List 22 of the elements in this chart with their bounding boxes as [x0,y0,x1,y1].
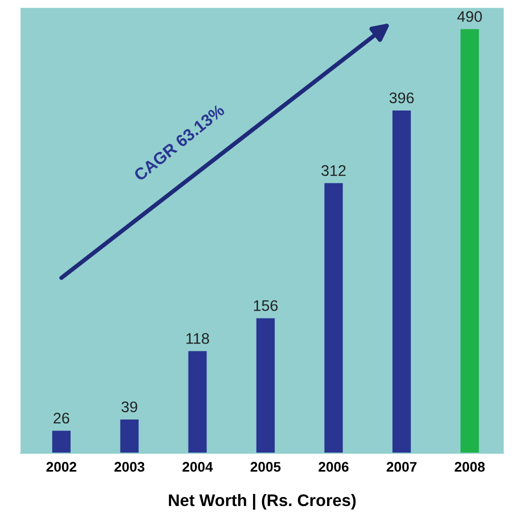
data-label: 39 [122,401,138,412]
bar [120,419,139,454]
data-label: 490 [457,11,482,22]
data-label: 118 [186,333,210,344]
bar [188,351,207,454]
data-label: 312 [321,165,346,176]
bar [392,110,411,454]
data-label: 26 [54,412,70,424]
bar [324,183,343,454]
bar [460,29,479,454]
x-tick-label: 2002 [46,462,76,472]
x-tick-label: 2003 [114,462,144,472]
x-tick-label: 2007 [386,462,416,472]
x-tick-label: 2004 [182,462,213,472]
x-axis-title: Net Worth | (Rs. Crores) [168,494,356,510]
x-tick-label: 2006 [318,462,349,472]
data-label: 396 [389,92,414,104]
data-label: 156 [254,300,278,312]
x-tick-label: 2005 [250,462,281,472]
bar [52,430,71,454]
bar [256,318,275,454]
x-tick-label: 2008 [454,462,485,472]
